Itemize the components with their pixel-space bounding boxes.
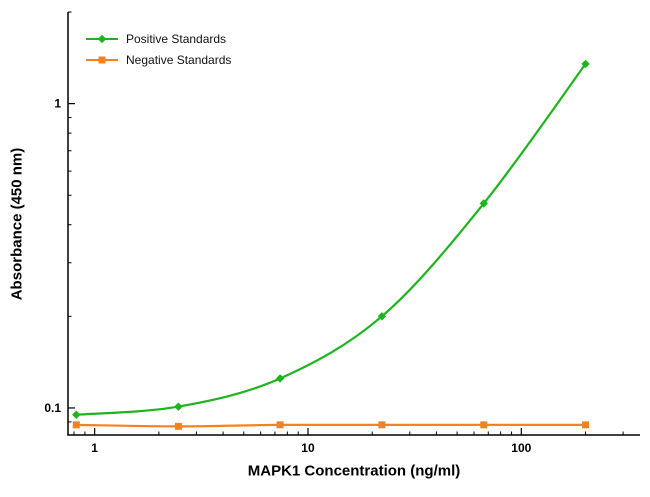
negative-standards-marker xyxy=(174,422,182,430)
square-marker-icon xyxy=(98,56,106,64)
legend-marker-negative xyxy=(86,54,118,66)
positive-standards-marker xyxy=(174,402,183,411)
x-tick-label: 1 xyxy=(91,441,98,455)
negative-standards-line xyxy=(75,423,587,428)
positive-standards-marker xyxy=(275,374,285,383)
positive-standards-marker xyxy=(479,199,489,208)
y-tick-label: 1 xyxy=(54,97,61,111)
negative-standards-marker xyxy=(72,421,80,429)
x-tick-label: 10 xyxy=(301,441,315,455)
negative-standards-marker xyxy=(378,421,386,429)
positive-standards-marker xyxy=(377,312,387,321)
legend-label-negative: Negative Standards xyxy=(126,53,232,67)
legend-label-positive: Positive Standards xyxy=(126,32,227,46)
negative-standards-marker xyxy=(276,421,284,429)
legend-marker-positive xyxy=(86,33,118,45)
negative-standards-marker xyxy=(582,421,590,429)
positive-standards-marker xyxy=(72,410,81,419)
x-axis-title: MAPK1 Concentration (ng/ml) xyxy=(247,462,461,480)
positive-standards-marker xyxy=(581,59,590,69)
negative-standards-marker xyxy=(480,421,488,429)
y-tick-label: 0.1 xyxy=(44,401,61,415)
x-tick-label: 100 xyxy=(511,441,531,455)
legend-item-positive-standards: Positive Standards xyxy=(86,32,231,46)
positive-standards-line xyxy=(75,62,587,416)
legend-item-negative-standards: Negative Standards xyxy=(86,53,232,67)
y-axis-title: Absorbance (450 nm) xyxy=(8,147,26,301)
legend: Positive Standards Negative Standards xyxy=(86,32,232,67)
diamond-marker-icon xyxy=(97,34,107,44)
